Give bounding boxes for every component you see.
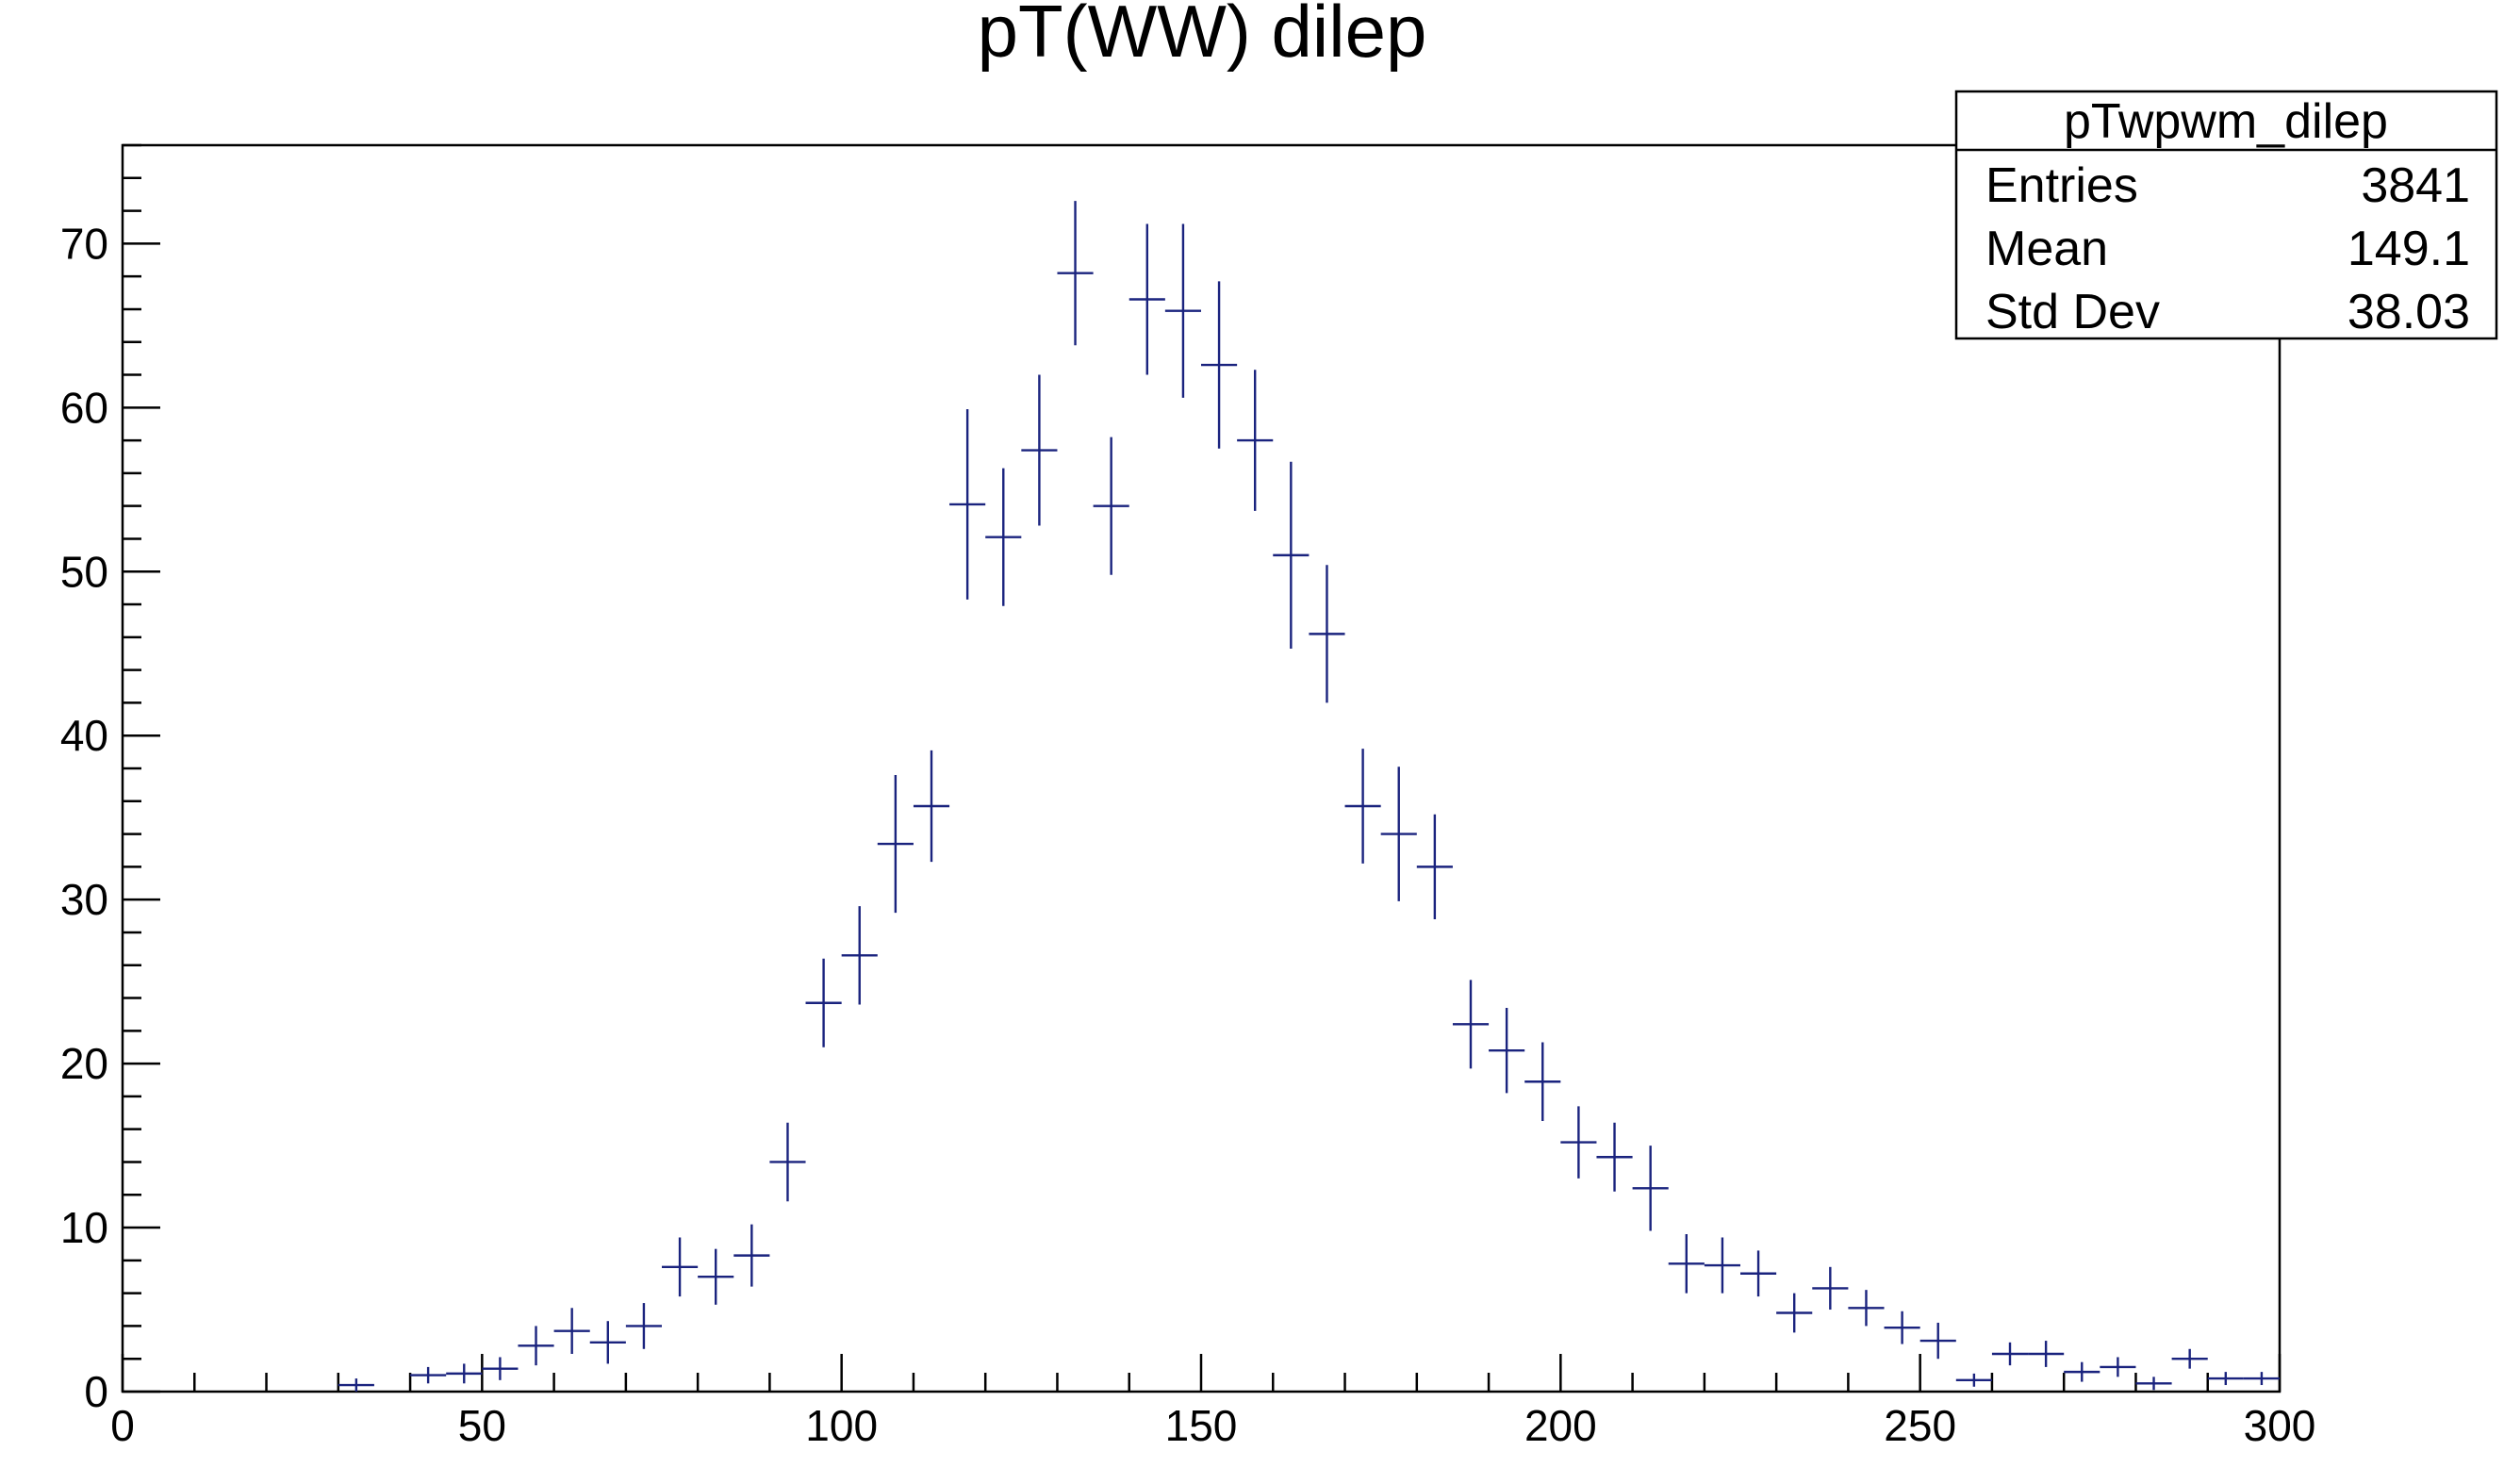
data-point (518, 1326, 554, 1366)
data-point (1991, 1342, 2029, 1366)
y-tick-label: 40 (60, 711, 108, 760)
data-point (913, 750, 950, 863)
data-point (1812, 1266, 1849, 1311)
data-point (446, 1363, 483, 1384)
data-point (1524, 1042, 1561, 1121)
data-point (2064, 1361, 2100, 1382)
y-tick-label: 70 (60, 219, 108, 268)
stats-box-title: pTwpwm_dilep (2064, 94, 2388, 149)
data-point (2028, 1341, 2065, 1367)
data-point (2243, 1372, 2280, 1386)
data-point (1057, 201, 1094, 346)
x-tick-label: 50 (458, 1401, 506, 1450)
x-tick-label: 100 (805, 1401, 878, 1450)
data-point (841, 906, 878, 1005)
data-point (733, 1224, 770, 1287)
y-tick-label: 20 (60, 1039, 108, 1088)
data-point (1201, 281, 1238, 449)
y-tick-label: 30 (60, 875, 108, 924)
data-point (1128, 223, 1165, 375)
data-point (1884, 1311, 1920, 1344)
data-point (625, 1303, 662, 1349)
stats-box-frame (1954, 90, 2498, 340)
data-point (985, 468, 1022, 606)
stats-box: pTwpwm_dilep Entries 3841 Mean 149.1 Std… (1954, 90, 2498, 340)
data-point (1344, 749, 1381, 864)
data-point (1704, 1237, 1740, 1294)
data-point (1309, 565, 1345, 703)
data-point (698, 1248, 734, 1305)
stats-entries-value: 3841 (2361, 158, 2470, 213)
data-point (589, 1321, 626, 1364)
data-point (877, 774, 914, 914)
x-tick-label: 300 (2244, 1401, 2316, 1450)
y-tick-label: 0 (84, 1367, 108, 1416)
data-point (1955, 1373, 1992, 1387)
data-point (2171, 1348, 2208, 1369)
data-point (1021, 374, 1058, 526)
data-point (1489, 1007, 1525, 1094)
data-point (1740, 1250, 1777, 1297)
data-point (1237, 370, 1274, 511)
data-point (2135, 1377, 2172, 1391)
data-point (662, 1237, 699, 1297)
stats-stddev-value: 38.03 (2348, 285, 2470, 339)
chart-title: pT(WW) dilep (978, 0, 1427, 73)
data-points (338, 201, 2280, 1392)
data-point (1632, 1146, 1669, 1231)
data-point (1416, 814, 1453, 920)
data-point (1776, 1293, 1813, 1333)
data-point (1093, 437, 1129, 575)
y-tick-label: 60 (60, 383, 108, 432)
data-point (410, 1366, 447, 1384)
data-point (1380, 767, 1417, 901)
data-point (1596, 1122, 1633, 1192)
data-point (2207, 1372, 2244, 1386)
data-point (769, 1122, 806, 1202)
stats-mean-value: 149.1 (2348, 222, 2470, 276)
y-tick-label: 50 (60, 547, 108, 596)
data-point (553, 1308, 590, 1354)
data-point (1848, 1290, 1885, 1327)
data-point (949, 409, 986, 600)
x-tick-label: 150 (1165, 1401, 1238, 1450)
x-tick-label: 250 (1884, 1401, 1956, 1450)
data-point (1919, 1322, 1956, 1360)
stats-mean-label: Mean (1985, 222, 2108, 276)
stats-entries-label: Entries (1985, 158, 2138, 213)
x-tick-label: 200 (1524, 1401, 1597, 1450)
data-point (482, 1357, 519, 1380)
axes: 0 50 100 150 200 250 300 0 10 20 30 40 50 60 70 (60, 143, 2316, 1450)
data-point (805, 958, 842, 1047)
data-point (1164, 223, 1201, 398)
data-point (1452, 980, 1490, 1069)
x-tick-label: 0 (110, 1401, 135, 1450)
data-point (1560, 1106, 1597, 1179)
y-tick-label: 10 (60, 1203, 108, 1252)
stats-stddev-label: Std Dev (1985, 285, 2160, 339)
data-point (338, 1378, 374, 1392)
data-point (1273, 461, 1310, 650)
data-point (2100, 1357, 2136, 1377)
data-point (1668, 1234, 1705, 1294)
